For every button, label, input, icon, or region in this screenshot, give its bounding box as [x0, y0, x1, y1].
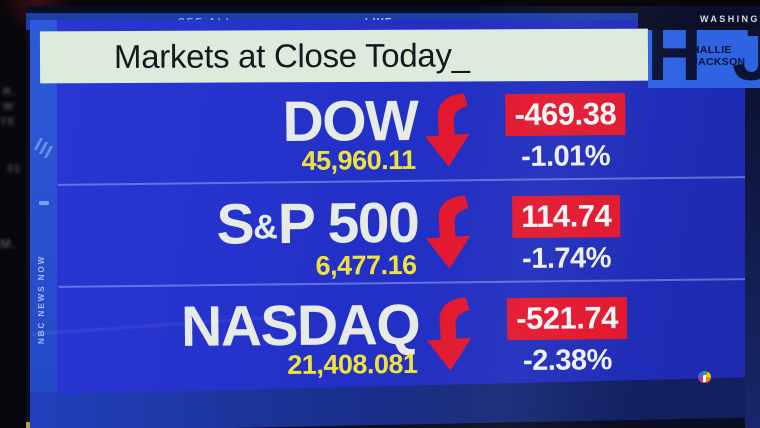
change-percent: -1.01% — [521, 140, 611, 173]
market-row: DOW 45,960.11 -469.38 -1.01% — [57, 76, 746, 184]
background-blur-text: TE — [0, 116, 17, 128]
change-column: -521.74 -2.38% — [481, 281, 654, 378]
location-label: WASHINGTON — [700, 14, 760, 24]
market-row: NASDAQ 21,408.081 -521.74 -2.38% — [59, 280, 748, 388]
logo-letter-j: J — [732, 30, 760, 88]
rail-dash — [39, 201, 49, 205]
anchor-first-name: HALLIE — [692, 44, 732, 56]
monitor-right-edge — [745, 6, 760, 428]
index-name: NASDAQ — [180, 292, 420, 359]
change-badge: -521.74 — [507, 297, 628, 341]
show-logo: H J HALLIE JACKSON — [648, 30, 760, 88]
background-blur-text: R. — [3, 86, 16, 98]
change-percent: -1.74% — [521, 242, 612, 275]
index-value: 45,960.11 — [301, 144, 416, 176]
change-column: -469.38 -1.01% — [479, 77, 652, 174]
background-blur-text: 01 — [7, 163, 22, 175]
down-arrow-icon — [418, 180, 481, 271]
anchor-name: HALLIE JACKSON — [692, 44, 745, 68]
page-title: Markets at Close Today_ — [113, 36, 470, 76]
background-blur-text: M. — [0, 236, 17, 251]
index-name: DOW — [282, 88, 418, 155]
change-percent: -2.38% — [522, 344, 613, 377]
side-rail: NBC NEWS NOW — [30, 20, 58, 428]
index-name-column: S&P 500 6,477.16 — [58, 181, 419, 281]
change-badge: 114.74 — [511, 195, 621, 239]
index-name-column: NASDAQ 21,408.081 — [59, 283, 420, 380]
down-arrow-icon — [419, 282, 482, 373]
tv-screen: SEE ALL LIVE WASHINGTON NBC NEWS NOW DOW… — [26, 6, 760, 428]
markets-rows: DOW 45,960.11 -469.38 -1.01% S&P 500 6,4… — [57, 76, 748, 388]
network-name-vertical: NBC NEWS NOW — [37, 254, 46, 344]
index-name-column: DOW 45,960.11 — [57, 79, 418, 176]
index-value: 6,477.16 — [315, 250, 417, 281]
index-name: S&P 500 — [216, 190, 419, 257]
logo-letter-h: H — [648, 30, 702, 88]
down-arrow-icon — [417, 78, 480, 169]
top-right-backdrop: WASHINGTON — [638, 6, 760, 31]
background-blur-text: W — [3, 101, 15, 113]
network-logo-icon — [33, 138, 54, 164]
anchor-last-name: JACKSON — [692, 56, 746, 68]
title-banner: Markets at Close Today_ — [39, 28, 649, 84]
change-column: 114.74 -1.74% — [480, 179, 653, 276]
market-row: S&P 500 6,477.16 114.74 -1.74% — [58, 178, 747, 286]
peacock-icon — [698, 371, 711, 383]
change-badge: -469.38 — [505, 93, 626, 137]
